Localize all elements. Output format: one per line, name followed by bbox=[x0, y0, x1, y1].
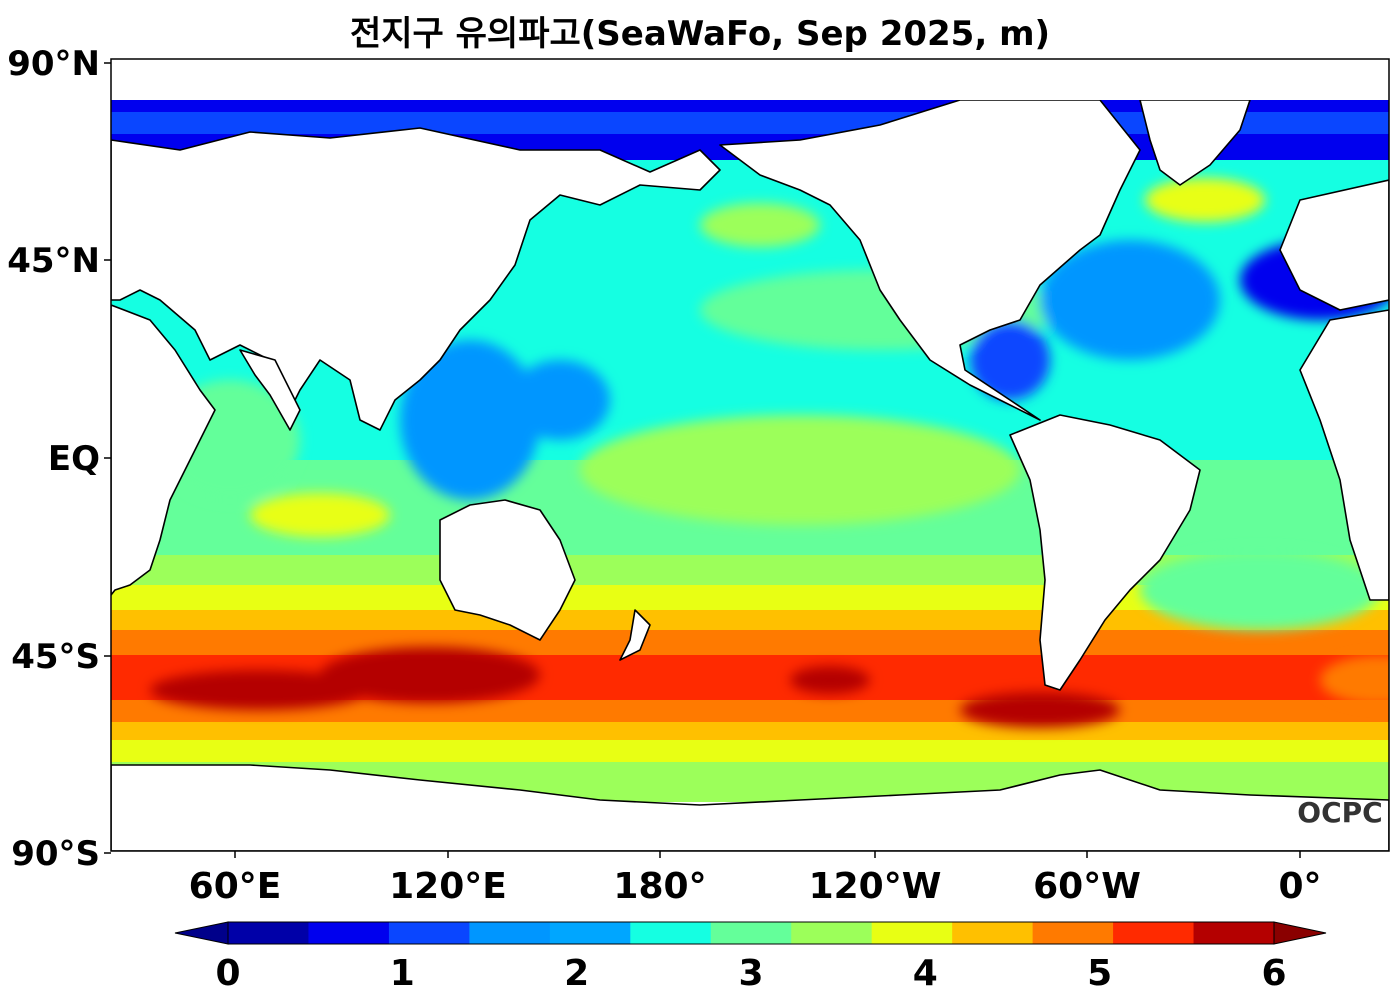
x-tick-label: 0° bbox=[1278, 866, 1321, 907]
colorbar-tick-label: 4 bbox=[913, 953, 938, 994]
ocpc-logo: OCPC bbox=[1297, 796, 1382, 829]
colorbar-segment bbox=[388, 922, 470, 944]
colorbar-segment bbox=[1032, 922, 1114, 944]
greenland-land bbox=[1139, 99, 1251, 186]
eurasia-land bbox=[111, 127, 721, 431]
colorbar: 0 1 2 3 4 5 6 bbox=[174, 921, 1327, 994]
colorbar-tick-label: 2 bbox=[564, 953, 589, 994]
x-tick-label: 60°W bbox=[1033, 866, 1141, 907]
map-frame bbox=[110, 58, 1390, 852]
north-america-land bbox=[719, 99, 1141, 421]
new-zealand-land bbox=[619, 609, 651, 661]
colorbar-tick-label: 3 bbox=[738, 953, 763, 994]
colorbar-segment bbox=[469, 922, 551, 944]
india-land bbox=[239, 349, 301, 431]
x-tick-label: 60°E bbox=[189, 866, 282, 907]
colorbar-segment bbox=[549, 922, 631, 944]
x-tick-label: 120°E bbox=[389, 866, 507, 907]
y-tick-label: 45°N bbox=[7, 241, 100, 281]
y-tick-label: 45°S bbox=[11, 637, 100, 677]
x-axis: 60°E 120°E 180° 120°W 60°W 0° bbox=[189, 851, 1322, 907]
australia-land bbox=[439, 499, 576, 641]
south-america-land bbox=[1009, 414, 1201, 691]
land-masses bbox=[111, 99, 1389, 851]
map-panel bbox=[111, 59, 1389, 851]
colorbar-extend-low bbox=[174, 921, 229, 945]
colorbar-segment bbox=[228, 922, 309, 944]
colorbar-extend-high bbox=[1273, 921, 1327, 945]
colorbar-tick-label: 6 bbox=[1261, 953, 1286, 994]
y-tick-label: 90°N bbox=[7, 44, 100, 84]
x-tick-label: 120°W bbox=[809, 866, 942, 907]
map-title: 전지구 유의파고(SeaWaFo, Sep 2025, m) bbox=[349, 14, 1051, 54]
colorbar-tick-label: 1 bbox=[390, 953, 415, 994]
y-tick-label: EQ bbox=[48, 439, 100, 479]
colorbar-segment bbox=[791, 922, 873, 944]
colorbar-frame bbox=[227, 921, 1275, 945]
y-tick-label: 90°S bbox=[11, 834, 100, 874]
colorbar-tick-label: 0 bbox=[215, 953, 240, 994]
x-tick-label: 180° bbox=[613, 866, 706, 907]
colorbar-segment bbox=[630, 922, 712, 944]
europe-land bbox=[1279, 179, 1389, 311]
north-polar-mask bbox=[111, 59, 1389, 100]
colorbar-segment bbox=[710, 922, 792, 944]
antarctica-land bbox=[111, 764, 1389, 851]
y-axis: 90°N 45°N EQ 45°S 90°S bbox=[7, 44, 111, 874]
colorbar-segment bbox=[308, 922, 390, 944]
colorbar-segment bbox=[1193, 922, 1275, 944]
colorbar-segment bbox=[1113, 922, 1195, 944]
colorbar-tick-label: 5 bbox=[1087, 953, 1112, 994]
west-africa-land bbox=[1299, 309, 1389, 601]
colorbar-segment bbox=[871, 922, 953, 944]
colorbar-segment bbox=[952, 922, 1034, 944]
africa-land bbox=[111, 304, 216, 596]
